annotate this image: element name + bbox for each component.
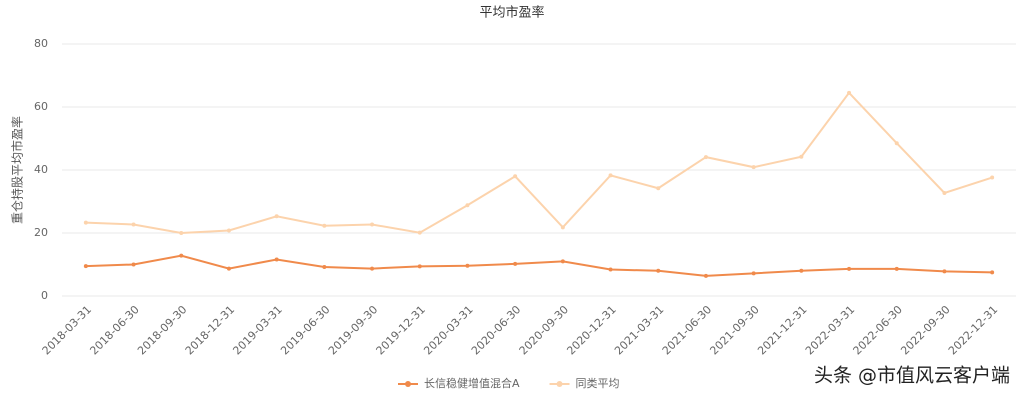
data-point <box>560 225 565 230</box>
data-point <box>894 266 899 271</box>
data-point <box>274 214 279 219</box>
data-point <box>703 155 708 160</box>
data-point <box>847 266 852 271</box>
data-point <box>322 223 327 228</box>
data-point <box>990 270 995 275</box>
data-point <box>226 228 231 233</box>
data-point <box>465 263 470 268</box>
x-tick-label: 2018-03-31 <box>40 303 94 357</box>
x-tick-label: 2022-03-31 <box>803 303 857 357</box>
data-point <box>751 165 756 170</box>
y-tick-label: 0 <box>41 289 48 302</box>
x-tick-label: 2018-12-31 <box>183 303 237 357</box>
data-point <box>894 141 899 146</box>
data-point <box>560 259 565 264</box>
x-tick-label: 2020-12-31 <box>564 303 618 357</box>
x-tick-label: 2021-12-31 <box>755 303 809 357</box>
data-point <box>370 266 375 271</box>
data-point <box>608 267 613 272</box>
legend-swatch-dot <box>556 381 563 387</box>
legend-label: 同类平均 <box>576 376 620 390</box>
x-tick-label: 2021-06-30 <box>660 303 714 357</box>
x-tick-label: 2021-09-30 <box>707 303 761 357</box>
series-line <box>85 91 993 235</box>
y-axis-label: 重仓持股平均市盈率 <box>10 116 25 224</box>
x-tick-label: 2020-03-31 <box>421 303 475 357</box>
data-point <box>513 261 518 266</box>
data-point <box>942 269 947 274</box>
x-tick-label: 2022-12-31 <box>946 303 1000 357</box>
data-point <box>799 268 804 273</box>
x-tick-label: 2018-06-30 <box>87 303 141 357</box>
y-tick-label: 40 <box>34 163 48 176</box>
x-tick-label: 2021-03-31 <box>612 303 666 357</box>
data-point <box>83 220 88 225</box>
data-point <box>990 175 995 180</box>
data-point <box>942 190 947 195</box>
data-point <box>703 273 708 278</box>
data-point <box>417 230 422 235</box>
x-tick-label: 2022-06-30 <box>851 303 905 357</box>
y-tick-label: 20 <box>34 226 48 239</box>
data-point <box>226 266 231 271</box>
x-tick-label: 2019-09-30 <box>326 303 380 357</box>
data-point <box>274 257 279 262</box>
x-tick-label: 2022-09-30 <box>898 303 952 357</box>
data-point <box>179 231 184 235</box>
series-line <box>85 254 993 277</box>
data-point <box>83 264 88 269</box>
y-tick-label: 80 <box>34 37 48 50</box>
data-point <box>656 268 661 273</box>
data-point <box>465 203 470 208</box>
legend-swatch-dot <box>405 381 411 387</box>
data-point <box>751 271 756 276</box>
y-tick-label: 60 <box>34 100 48 113</box>
data-point <box>179 253 184 258</box>
data-point <box>417 264 422 269</box>
data-point <box>513 174 518 179</box>
x-tick-label: 2019-06-30 <box>278 303 332 357</box>
data-point <box>131 262 136 267</box>
data-point <box>608 173 613 178</box>
x-tick-label: 2019-03-31 <box>230 303 284 357</box>
legend-label: 长信稳健增值混合A <box>424 376 520 390</box>
chart-title: 平均市盈率 <box>479 5 544 21</box>
x-tick-label: 2019-12-31 <box>374 303 428 357</box>
x-tick-label: 2018-09-30 <box>135 303 189 357</box>
x-tick-label: 2020-06-30 <box>469 303 523 357</box>
data-point <box>799 154 804 159</box>
x-tick-label: 2020-09-30 <box>517 303 571 357</box>
data-point <box>131 222 136 227</box>
data-point <box>322 265 327 270</box>
data-point <box>656 186 661 191</box>
data-point <box>847 90 852 95</box>
watermark: 头条 @市值风云客户端 <box>814 365 1010 387</box>
data-point <box>370 222 375 227</box>
